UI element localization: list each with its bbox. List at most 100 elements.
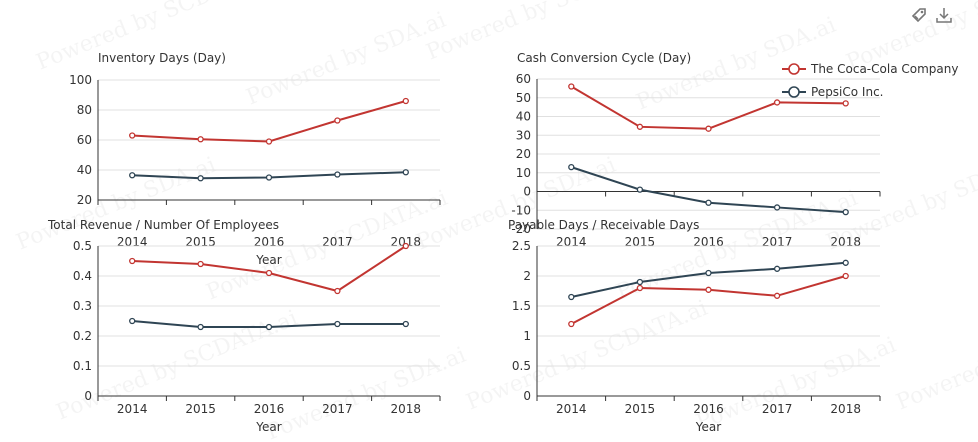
x-tick-label: 2018 (391, 402, 422, 416)
data-point (129, 172, 136, 179)
data-point (265, 269, 273, 277)
legend-marker (788, 63, 800, 75)
y-tick-label: 0 (523, 185, 531, 199)
series-pepsico (568, 259, 849, 301)
data-point (197, 260, 204, 268)
series-coca-cola (568, 83, 849, 132)
x-axis-label: Year (255, 253, 281, 267)
data-point (129, 257, 136, 265)
data-point (568, 293, 575, 301)
y-tick-label: 10 (516, 166, 531, 180)
data-point (265, 138, 273, 145)
x-tick-label: 2018 (830, 235, 861, 249)
data-point (705, 199, 712, 206)
data-point (197, 136, 204, 143)
data-point (636, 186, 644, 193)
data-point (334, 171, 341, 178)
y-tick-label: 40 (77, 163, 92, 177)
chart-title: Payable Days / Receivable Days (508, 218, 699, 232)
data-point (773, 99, 781, 106)
y-tick-label: 40 (516, 110, 531, 124)
y-tick-label: 0.3 (73, 299, 92, 313)
data-point (842, 208, 849, 216)
data-point (265, 323, 273, 331)
legend-item: PepsiCo Inc. (782, 85, 884, 99)
download-icon[interactable] (935, 6, 953, 24)
legend-label: The Coca-Cola Company (810, 62, 958, 76)
data-point (129, 317, 136, 325)
chart-title: Total Revenue / Number Of Employees (47, 218, 279, 232)
series-line (132, 100, 407, 143)
legend-marker (788, 86, 800, 98)
x-tick-label: 2016 (254, 235, 285, 249)
data-point (568, 83, 575, 90)
y-tick-label: 1 (523, 329, 531, 343)
chart-title: Cash Conversion Cycle (Day) (517, 51, 691, 65)
series-coca-cola (129, 242, 409, 295)
y-tick-label: 0.2 (73, 329, 92, 343)
x-tick-label: 2014 (117, 235, 148, 249)
data-point (334, 320, 341, 328)
x-tick-label: 2018 (830, 402, 861, 416)
y-tick-label: 60 (516, 72, 531, 86)
x-tick-label: 2015 (625, 402, 656, 416)
y-tick-label: 2.5 (512, 239, 531, 253)
chart-4: Payable Days / Receivable Days 0 0.5 1 1.5 2 2… (508, 218, 881, 434)
data-point (402, 169, 409, 176)
legend: The Coca-Cola Company PepsiCo Inc. (782, 62, 958, 99)
x-tick-label: 2017 (762, 402, 793, 416)
watermark-text: Powered by SDA.ai (243, 8, 450, 111)
series-coca-cola (568, 272, 849, 328)
x-tick-label: 2014 (556, 235, 587, 249)
data-point (636, 278, 644, 286)
data-point (636, 123, 644, 130)
data-point (773, 292, 781, 299)
y-tick-label: 0.5 (512, 359, 531, 373)
y-tick-label: 30 (516, 128, 531, 142)
x-tick-label: 2016 (254, 402, 285, 416)
data-point (334, 287, 341, 295)
y-tick-label: 60 (77, 133, 92, 147)
y-tick-label: -20 (511, 222, 531, 236)
chart-title: Inventory Days (Day) (98, 51, 226, 65)
data-point (197, 175, 204, 182)
y-tick-label: 50 (516, 91, 531, 105)
x-tick-label: 2017 (762, 235, 793, 249)
y-tick-label: 20 (516, 147, 531, 161)
y-tick-label: 20 (77, 193, 92, 207)
watermark-text: Powered by SDA.ai (263, 343, 470, 442)
x-axis-label: Year (255, 420, 281, 434)
watermark-text: Powered by SDA.ai (693, 333, 900, 436)
y-tick-label: 100 (69, 73, 92, 87)
y-tick-label: -10 (511, 203, 531, 217)
x-tick-label: 2016 (693, 235, 724, 249)
chart-3: Total Revenue / Number Of Employees 0 0.1 0… (47, 218, 441, 434)
data-point (402, 97, 409, 105)
series-pepsico (129, 169, 409, 182)
data-point (842, 100, 849, 107)
x-axis-label: Year (695, 420, 721, 434)
data-point (705, 286, 712, 293)
x-tick-label: 2015 (185, 402, 216, 416)
y-tick-label: 0.4 (73, 269, 92, 283)
y-tick-label: 1.5 (512, 299, 531, 313)
data-point (402, 320, 409, 328)
data-point (773, 265, 781, 272)
x-tick-label: 2017 (322, 235, 353, 249)
y-tick-label: 0 (523, 389, 531, 403)
y-tick-label: 0.1 (73, 359, 92, 373)
watermark-text: Powered by SCDATA.ai (893, 296, 978, 416)
x-tick-label: 2016 (693, 402, 724, 416)
y-tick-label: 0 (84, 389, 92, 403)
y-tick-label: 0.5 (73, 239, 92, 253)
y-tick-label: 2 (523, 269, 531, 283)
x-tick-label: 2017 (322, 402, 353, 416)
legend-label: PepsiCo Inc. (811, 85, 884, 99)
tag-icon[interactable] (910, 6, 928, 24)
x-tick-label: 2015 (185, 235, 216, 249)
data-point (129, 132, 136, 139)
data-point (334, 117, 341, 124)
data-point (842, 272, 849, 280)
data-point (265, 174, 273, 181)
